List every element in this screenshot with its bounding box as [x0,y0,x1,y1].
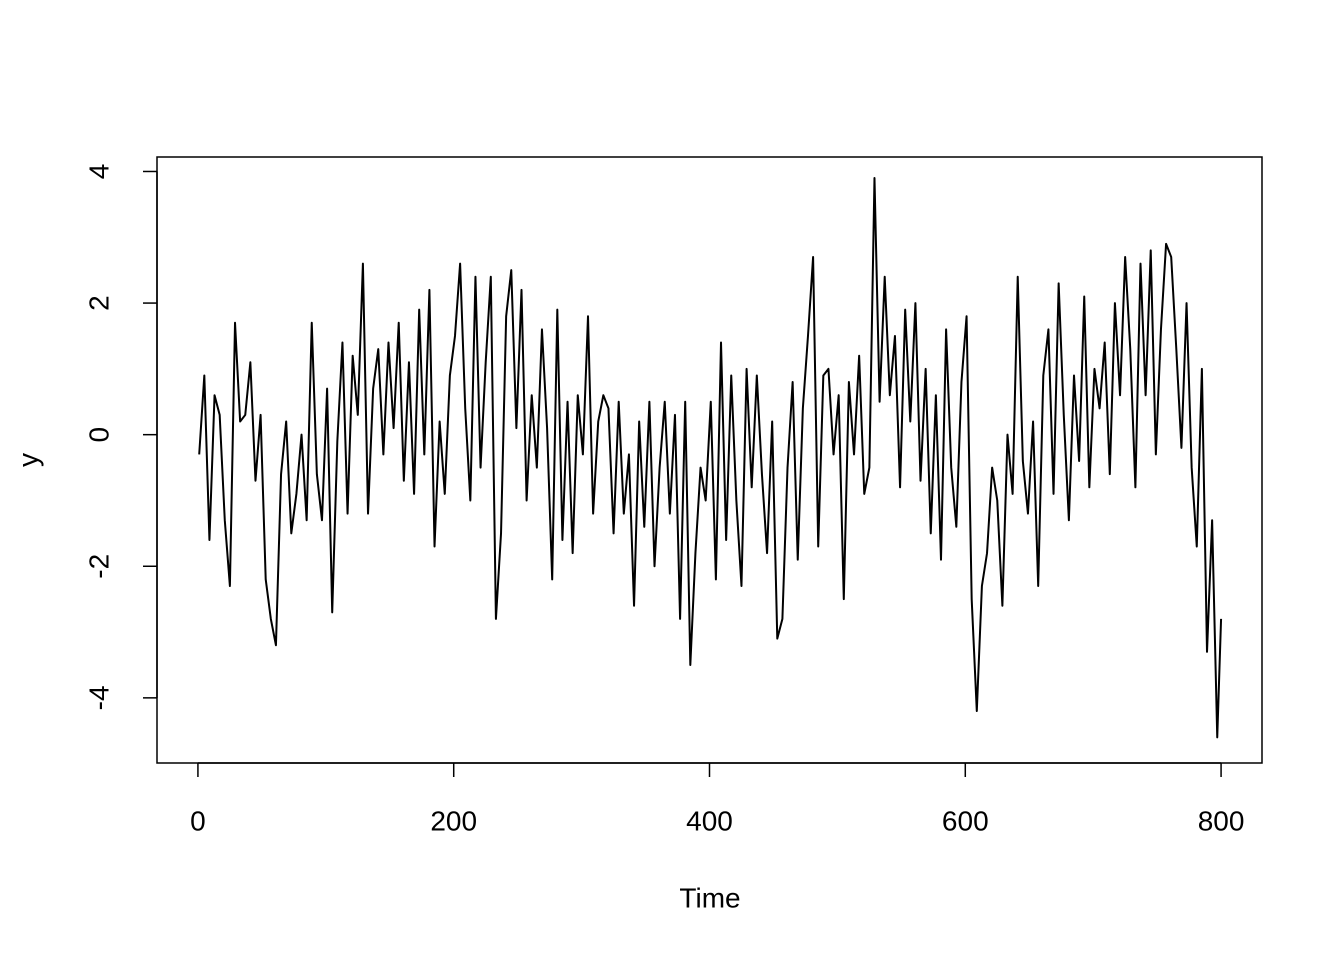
y-tick-label: 0 [83,427,114,443]
y-axis-label: y [12,453,43,467]
x-tick-label: 200 [430,805,477,836]
y-tick-label: -2 [83,554,114,579]
plot-frame [156,156,1263,764]
x-tick-label: 800 [1198,805,1245,836]
y-tick-label: 4 [83,164,114,180]
y-tick-label: -4 [83,685,114,710]
x-axis-label: Time [679,882,740,913]
y-tick-label: 2 [83,295,114,311]
x-tick-label: 600 [942,805,989,836]
x-tick-label: 0 [190,805,206,836]
data-line [198,177,1223,739]
x-tick-label: 400 [686,805,733,836]
